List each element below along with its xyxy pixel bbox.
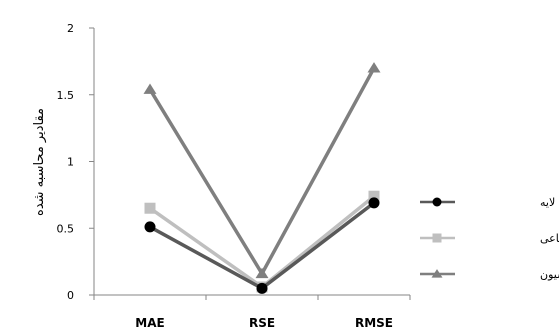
legend-item-mlp-marker <box>432 197 442 207</box>
series-rbf-marker <box>144 202 156 214</box>
y-tick-label: 1 <box>67 156 74 169</box>
series-mlp-marker <box>256 282 268 294</box>
series-regression-marker <box>367 62 381 73</box>
series-mlp <box>144 197 380 294</box>
legend: پرسپترون چند لایه توابع پایه شعاعی رگرسیون <box>420 196 559 281</box>
x-category-label: RMSE <box>355 316 393 330</box>
legend-item-rbf: توابع پایه شعاعی <box>420 232 559 245</box>
legend-item-mlp-label: پرسپترون چند لایه <box>540 196 559 209</box>
x-axis-ticks: MAE RSE RMSE <box>93 295 411 330</box>
series-layer <box>143 62 381 294</box>
series-regression-marker <box>143 83 157 94</box>
series-regression-line <box>148 67 376 278</box>
y-tick-label: 1.5 <box>57 89 75 102</box>
series-mlp-marker <box>368 197 380 209</box>
legend-item-regression-label: رگرسیون <box>540 268 559 281</box>
series-regression <box>143 62 381 279</box>
legend-item-rbf-label: توابع پایه شعاعی <box>540 232 559 245</box>
y-axis-ticks: 0 0.5 1 1.5 2 <box>57 22 94 302</box>
y-tick-label: 0 <box>67 289 74 302</box>
y-axis-title: مقادیر محاسبه شده <box>32 108 47 216</box>
series-rbf-marker <box>368 190 380 202</box>
legend-item-mlp: پرسپترون چند لایه <box>420 196 559 209</box>
legend-item-regression: رگرسیون <box>420 268 559 281</box>
series-mlp-marker <box>144 221 156 233</box>
legend-item-regression-marker <box>431 269 443 278</box>
y-tick-label: 0.5 <box>57 222 75 235</box>
x-category-label: MAE <box>135 316 164 330</box>
series-regression-marker <box>255 267 269 279</box>
y-tick-label: 2 <box>67 22 74 35</box>
legend-item-rbf-marker <box>432 233 442 243</box>
x-category-label: RSE <box>249 316 275 330</box>
